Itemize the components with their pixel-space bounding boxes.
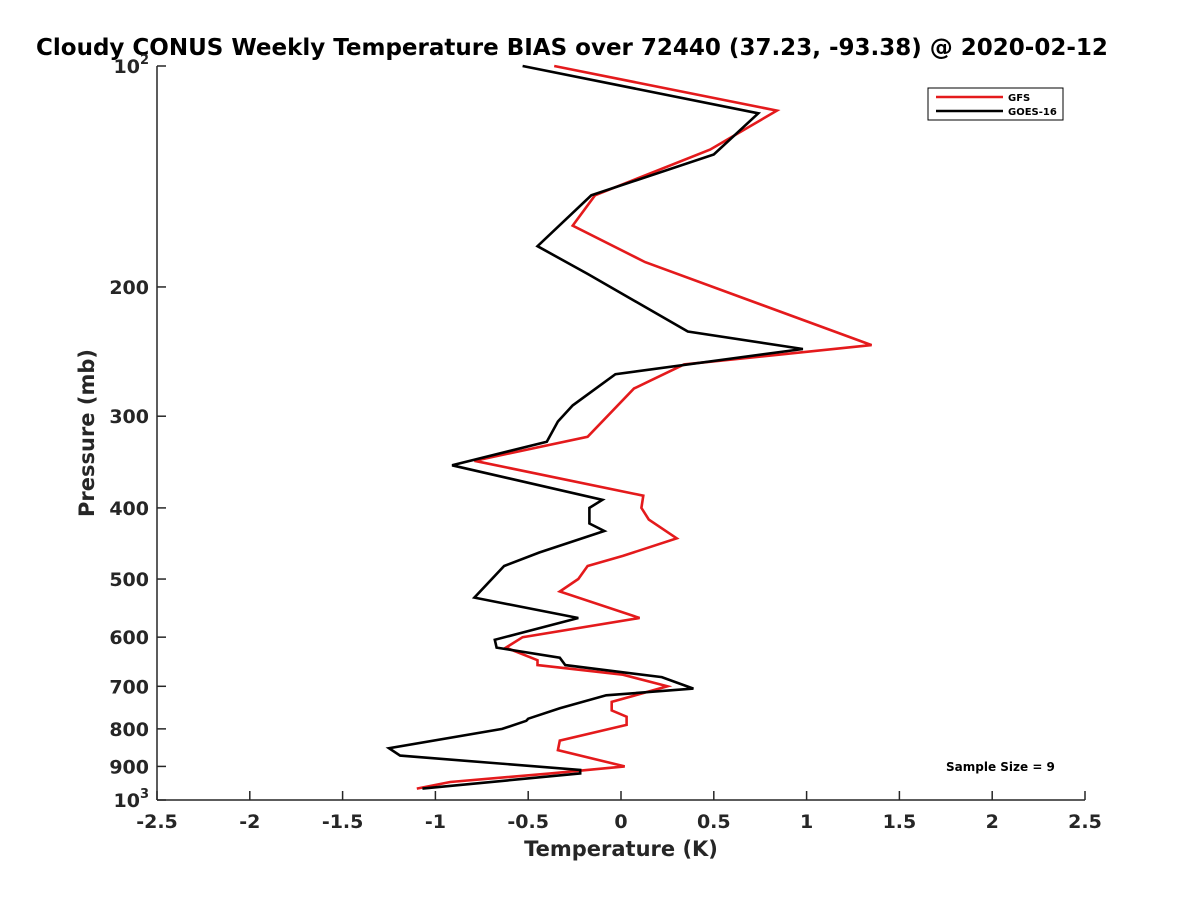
x-tick-label: -0.5: [507, 811, 549, 833]
y-tick-base: 10: [114, 790, 140, 812]
series-layer: [385, 64, 873, 790]
x-tick-label: -2: [239, 811, 260, 833]
y-tick-base: 800: [109, 719, 149, 741]
y-tick-exponent: 3: [140, 787, 149, 802]
sample-size-annotation: Sample Size = 9: [946, 760, 1055, 774]
x-axis-ticks: -2.5 -2 -1.5 -1 -0.5 0 0.5 1 1.5 2 2.5: [136, 791, 1102, 833]
y-tick-base: 500: [109, 569, 149, 591]
x-tick-label: -1: [425, 811, 446, 833]
y-tick-base: 600: [109, 627, 149, 649]
y-tick-base: 700: [109, 676, 149, 698]
y-tick-label: 500: [109, 569, 149, 591]
series-line-gfs: [416, 64, 873, 790]
legend: GFS GOES-16: [927, 87, 1064, 121]
y-tick-base: 400: [109, 498, 149, 520]
x-tick-label: 2: [986, 811, 999, 833]
y-tick-label: 800: [109, 719, 149, 741]
y-tick-base: 900: [109, 756, 149, 778]
x-tick-label: 1.5: [883, 811, 917, 833]
legend-label: GFS: [1008, 93, 1030, 104]
y-tick-label: 200: [109, 277, 149, 299]
y-tick-label: 102: [114, 53, 150, 78]
x-tick-label: 2.5: [1068, 811, 1102, 833]
x-tick-label: -2.5: [136, 811, 178, 833]
y-tick-label: 300: [109, 406, 149, 428]
y-tick-base: 10: [114, 56, 140, 78]
x-tick-label: 0.5: [697, 811, 731, 833]
y-tick-base: 200: [109, 277, 149, 299]
y-tick-label: 103: [114, 787, 150, 812]
x-tick-label: 1: [800, 811, 813, 833]
y-axis-label: Pressure (mb): [75, 349, 99, 517]
y-tick-base: 300: [109, 406, 149, 428]
y-tick-label: 900: [109, 756, 149, 778]
series-line-goes-16: [385, 64, 804, 790]
legend-box: [927, 87, 1064, 121]
x-tick-label: -1.5: [322, 811, 364, 833]
y-tick-label: 700: [109, 676, 149, 698]
legend-label: GOES-16: [1008, 107, 1057, 118]
x-tick-label: 0: [614, 811, 627, 833]
y-tick-label: 600: [109, 627, 149, 649]
y-tick-label: 400: [109, 498, 149, 520]
y-tick-exponent: 2: [140, 53, 149, 68]
x-axis-label: Temperature (K): [524, 837, 718, 861]
chart-title: Cloudy CONUS Weekly Temperature BIAS ove…: [36, 35, 1108, 61]
